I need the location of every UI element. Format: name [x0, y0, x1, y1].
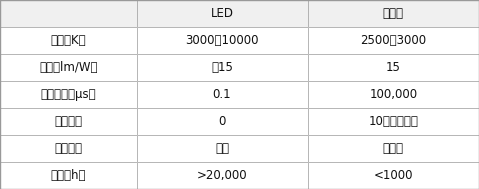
Text: 白炽灯: 白炽灯 — [383, 7, 404, 20]
Text: 寿命（h）: 寿命（h） — [50, 169, 86, 182]
Text: 3000～10000: 3000～10000 — [185, 34, 259, 47]
Bar — [0, 108, 137, 135]
Bar — [308, 108, 479, 135]
Text: 冲击电流: 冲击电流 — [54, 115, 82, 128]
Text: 易断裂: 易断裂 — [383, 142, 404, 155]
Text: ～15: ～15 — [211, 61, 233, 74]
Text: 反应速度（μs）: 反应速度（μs） — [40, 88, 96, 101]
Bar — [137, 54, 308, 81]
Bar — [308, 135, 479, 162]
Bar — [308, 108, 479, 135]
Bar — [0, 108, 137, 135]
Bar — [137, 81, 308, 108]
Bar — [308, 162, 479, 189]
Bar — [137, 108, 308, 135]
Bar — [0, 0, 137, 27]
Text: <1000: <1000 — [374, 169, 413, 182]
Text: 10倍额定电流: 10倍额定电流 — [368, 115, 418, 128]
Bar — [308, 162, 479, 189]
Bar — [0, 162, 137, 189]
Bar — [137, 27, 308, 54]
Bar — [308, 0, 479, 27]
Bar — [137, 0, 308, 27]
Bar — [0, 81, 137, 108]
Bar — [308, 54, 479, 81]
Bar — [137, 135, 308, 162]
Text: 光效（lm/W）: 光效（lm/W） — [39, 61, 98, 74]
Text: 100,000: 100,000 — [369, 88, 417, 101]
Bar — [0, 162, 137, 189]
Bar — [137, 54, 308, 81]
Bar — [308, 135, 479, 162]
Bar — [137, 81, 308, 108]
Bar — [137, 27, 308, 54]
Text: 0: 0 — [218, 115, 226, 128]
Bar — [308, 81, 479, 108]
Bar — [0, 135, 137, 162]
Bar — [137, 108, 308, 135]
Text: 15: 15 — [386, 61, 401, 74]
Bar — [0, 54, 137, 81]
Text: 耐压击性: 耐压击性 — [54, 142, 82, 155]
Text: >20,000: >20,000 — [197, 169, 247, 182]
Bar — [0, 81, 137, 108]
Bar — [0, 0, 137, 27]
Bar — [0, 135, 137, 162]
Bar — [137, 0, 308, 27]
Bar — [308, 81, 479, 108]
Bar — [308, 54, 479, 81]
Bar — [137, 162, 308, 189]
Bar — [0, 27, 137, 54]
Bar — [0, 54, 137, 81]
Bar — [308, 0, 479, 27]
Text: 2500～3000: 2500～3000 — [360, 34, 426, 47]
Bar — [308, 27, 479, 54]
Text: 色温（K）: 色温（K） — [50, 34, 86, 47]
Bar — [0, 27, 137, 54]
Text: LED: LED — [210, 7, 234, 20]
Text: 0.1: 0.1 — [213, 88, 231, 101]
Bar — [308, 27, 479, 54]
Bar — [137, 162, 308, 189]
Text: 很强: 很强 — [215, 142, 229, 155]
Bar — [137, 135, 308, 162]
